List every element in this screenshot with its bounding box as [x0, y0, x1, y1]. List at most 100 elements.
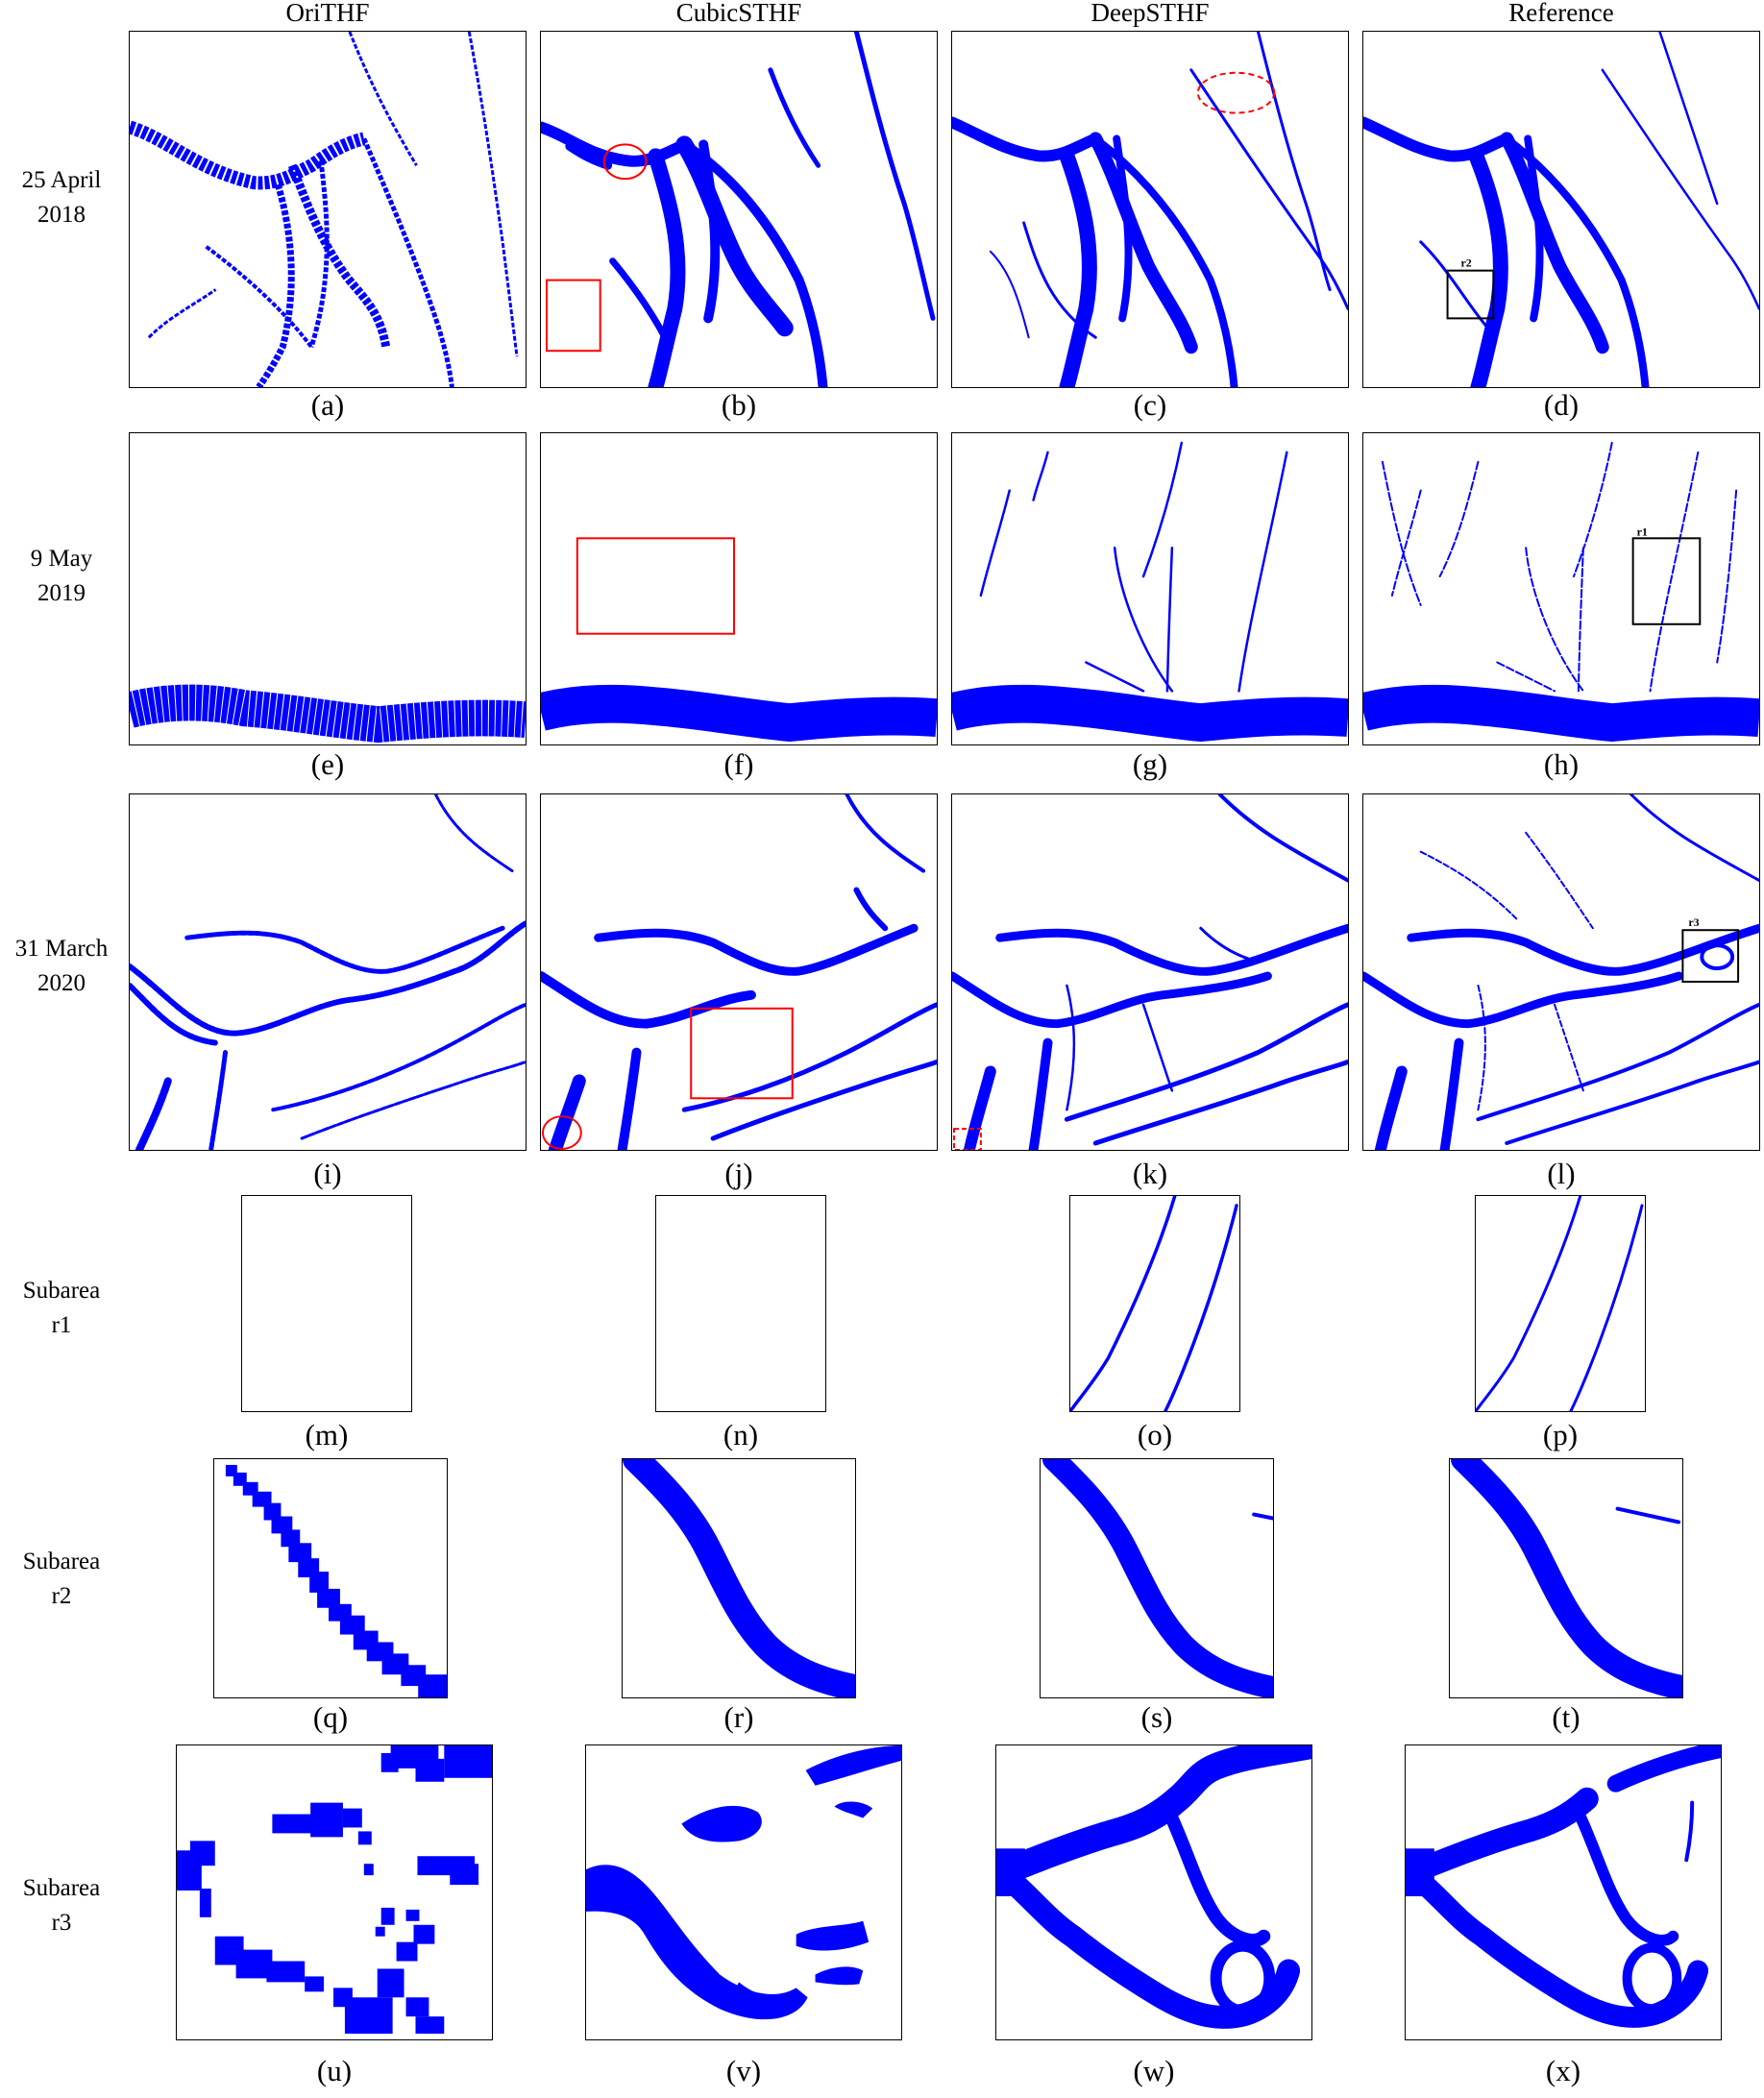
water-map-x — [1406, 1745, 1721, 2028]
row-label-line1: Subarea — [22, 1278, 101, 1304]
water-map-l: r3 — [1363, 794, 1759, 1150]
water-map-t — [1450, 1459, 1682, 1697]
caption-p: (p) — [1542, 1418, 1579, 1452]
caption-u: (u) — [316, 2054, 353, 2087]
caption-i: (i) — [313, 1157, 342, 1190]
subarea-box-r1 — [1631, 537, 1702, 625]
water-map-v — [586, 1745, 901, 2020]
highlight-ellipse — [602, 143, 648, 181]
row-label-line1: 9 May — [30, 546, 93, 572]
water-map-u — [177, 1745, 492, 2035]
row-label-r3: Subarea r3 — [0, 1871, 123, 1940]
panel-t — [1449, 1458, 1683, 1698]
highlight-box — [545, 279, 601, 353]
caption-b: (b) — [721, 388, 757, 422]
col-header-cubicsthf: CubicSTHF — [675, 0, 802, 27]
subarea-mark-r2: r2 — [1461, 256, 1472, 270]
panel-x — [1405, 1744, 1722, 2040]
caption-n: (n) — [723, 1418, 759, 1452]
water-map-s — [1041, 1459, 1273, 1697]
water-map-o — [1070, 1196, 1238, 1411]
panel-w — [995, 1744, 1312, 2040]
panel-k — [951, 793, 1349, 1151]
caption-k: (k) — [1132, 1157, 1168, 1190]
row-label-line2: r2 — [51, 1583, 72, 1609]
col-header-reference: Reference — [1508, 0, 1614, 27]
caption-s: (s) — [1140, 1700, 1173, 1734]
water-map-c — [952, 32, 1348, 387]
panel-p — [1475, 1195, 1646, 1412]
row-label-line2: 2018 — [37, 202, 86, 228]
panel-o — [1069, 1195, 1240, 1412]
water-map-w — [996, 1745, 1311, 2029]
caption-l: (l) — [1547, 1157, 1576, 1190]
water-map-e — [130, 684, 526, 744]
col-header-orithf: OriTHF — [285, 0, 370, 27]
caption-r: (r) — [723, 1700, 754, 1734]
caption-g: (g) — [1132, 747, 1168, 781]
panel-i — [129, 793, 527, 1151]
row-label-line2: 2020 — [37, 970, 86, 996]
panel-l: r3 — [1362, 793, 1760, 1151]
caption-x: (x) — [1545, 2054, 1581, 2087]
panel-v — [585, 1744, 902, 2040]
highlight-ellipse — [541, 1115, 582, 1150]
water-map-b — [541, 32, 936, 387]
water-map-j — [541, 794, 937, 1150]
highlight-box — [690, 1007, 794, 1100]
row-label-line1: 31 March — [14, 936, 109, 962]
highlight-box — [576, 537, 736, 635]
highlight-box-dashed — [952, 1128, 982, 1150]
subarea-box-r3 — [1681, 929, 1740, 983]
panel-b — [540, 31, 938, 388]
caption-v: (v) — [725, 2054, 762, 2087]
row-label-line2: r3 — [51, 1910, 72, 1936]
panel-u — [176, 1744, 493, 2040]
panel-q — [213, 1458, 448, 1698]
subarea-box-r2 — [1446, 269, 1495, 320]
water-map-g — [952, 441, 1348, 743]
water-map-r — [623, 1459, 855, 1697]
panel-r — [622, 1458, 856, 1698]
row-label-2019: 9 May 2019 — [0, 542, 123, 611]
water-map-p — [1476, 1196, 1644, 1411]
row-label-line2: r1 — [51, 1312, 72, 1338]
row-label-2018: 25 April 2018 — [0, 163, 123, 232]
water-map-k — [952, 794, 1348, 1150]
caption-m: (m) — [305, 1418, 349, 1452]
highlight-ellipse-dashed — [1196, 71, 1276, 114]
panel-j — [540, 793, 938, 1151]
caption-j: (j) — [724, 1157, 753, 1190]
panel-m — [241, 1195, 412, 1412]
water-map-h: r1 — [1363, 441, 1759, 743]
caption-o: (o) — [1137, 1418, 1173, 1452]
caption-c: (c) — [1133, 388, 1167, 422]
caption-e: (e) — [310, 747, 345, 781]
panel-a — [129, 31, 527, 388]
caption-d: (d) — [1543, 388, 1580, 422]
row-label-r2: Subarea r2 — [0, 1545, 123, 1614]
panel-e — [129, 432, 527, 745]
row-label-line1: 25 April — [21, 167, 102, 193]
caption-a: (a) — [310, 388, 345, 422]
caption-t: (t) — [1552, 1700, 1580, 1734]
panel-f — [540, 432, 938, 745]
caption-h: (h) — [1543, 747, 1580, 781]
panel-n — [655, 1195, 826, 1412]
water-map-d: r2 — [1363, 32, 1759, 387]
row-label-r1: Subarea r1 — [0, 1274, 123, 1343]
panel-c — [951, 31, 1349, 388]
panel-s — [1040, 1458, 1274, 1698]
water-map-i — [130, 794, 526, 1150]
water-map-q — [225, 1464, 447, 1697]
caption-f: (f) — [723, 747, 754, 781]
col-header-deepsthf: DeepSTHF — [1090, 0, 1210, 27]
subarea-mark-r1: r1 — [1637, 524, 1648, 538]
row-label-line1: Subarea — [22, 1549, 101, 1574]
panel-h: r1 — [1362, 432, 1760, 745]
caption-q: (q) — [312, 1700, 349, 1734]
row-label-2020: 31 March 2020 — [0, 932, 123, 1001]
subarea-mark-r3: r3 — [1688, 915, 1699, 929]
row-label-line1: Subarea — [22, 1875, 101, 1901]
panel-g — [951, 432, 1349, 745]
